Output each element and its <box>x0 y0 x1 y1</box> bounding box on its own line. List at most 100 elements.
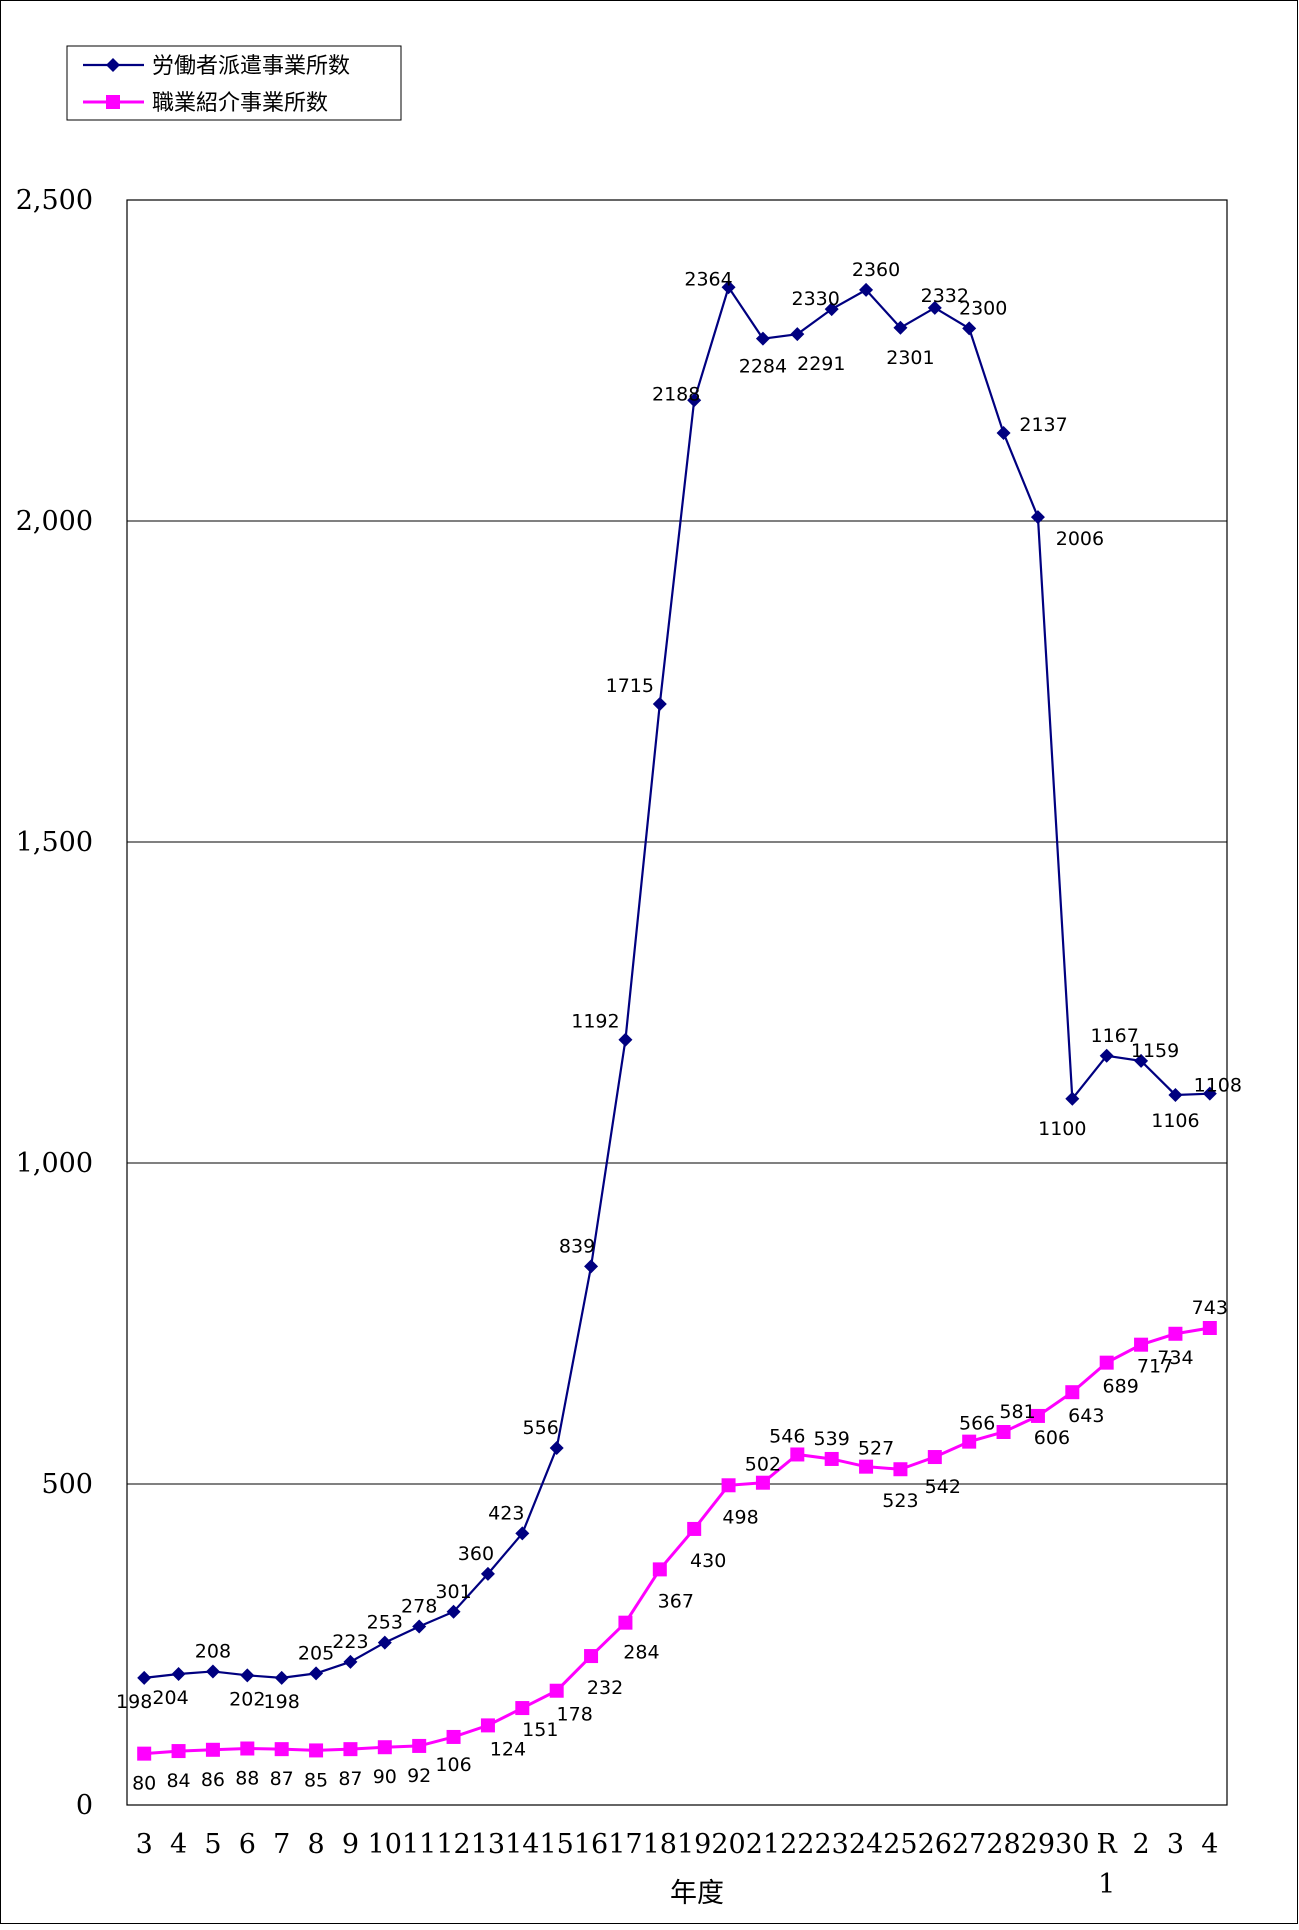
data-point <box>240 1668 255 1683</box>
data-label: 1106 <box>1151 1110 1199 1132</box>
data-point <box>893 320 908 335</box>
data-label: 2300 <box>959 297 1007 319</box>
data-point <box>412 1738 427 1753</box>
data-point <box>962 1434 977 1449</box>
data-point <box>515 1526 530 1541</box>
series-layer <box>137 280 1217 1761</box>
x-tick-label: 30 <box>1055 1829 1089 1860</box>
data-point <box>1134 1337 1149 1352</box>
y-tick-label: 1,500 <box>16 827 93 858</box>
data-label: 367 <box>658 1590 694 1612</box>
data-point <box>790 327 805 342</box>
data-point <box>755 1475 770 1490</box>
series-line <box>144 1326 1211 1756</box>
data-label: 87 <box>270 1768 294 1790</box>
data-label: 2284 <box>739 356 787 378</box>
data-point <box>1134 1053 1149 1068</box>
x-tick-label: 16 <box>574 1829 608 1860</box>
legend-marker <box>106 58 120 72</box>
data-point <box>377 1635 392 1650</box>
data-label: 606 <box>1034 1427 1070 1449</box>
data-point <box>480 1718 495 1733</box>
x-tick-label: 23 <box>815 1829 849 1860</box>
data-label: 556 <box>523 1417 559 1439</box>
data-label: 430 <box>690 1550 726 1572</box>
data-label: 542 <box>925 1476 961 1498</box>
y-axis: 0 500 1,000 1,500 2,000 2,500 <box>16 185 93 1821</box>
x-tick-label: 1 <box>1098 1869 1115 1900</box>
data-label: 2360 <box>852 259 900 281</box>
data-label: 88 <box>235 1768 259 1790</box>
data-label: 423 <box>488 1502 524 1524</box>
x-tick-label: 6 <box>239 1829 256 1860</box>
data-point <box>1168 1326 1183 1341</box>
data-point <box>859 1459 874 1474</box>
data-point <box>721 1478 736 1493</box>
data-label: 539 <box>814 1428 850 1450</box>
x-tick-label: 4 <box>170 1829 187 1860</box>
data-label: 717 <box>1137 1356 1173 1378</box>
data-point <box>377 1740 392 1755</box>
x-tick-label: 3 <box>1167 1829 1184 1860</box>
y-tick-label: 2,000 <box>16 506 93 537</box>
x-tick-label: 4 <box>1201 1829 1218 1860</box>
data-label: 2291 <box>797 353 845 375</box>
x-axis: 3 4 5 6 7 8 9 10 11 12 13 14 15 16 17 18 19 20 21 22 23 24 25 2… <box>136 1829 1219 1900</box>
data-label: 87 <box>338 1768 362 1790</box>
data-label: 85 <box>304 1769 328 1791</box>
x-tick-label: 18 <box>643 1829 677 1860</box>
data-label: 205 <box>298 1642 334 1664</box>
data-point <box>171 1744 186 1759</box>
x-tick-label: 3 <box>136 1829 153 1860</box>
data-point <box>824 302 839 317</box>
data-point <box>927 1450 942 1465</box>
data-label: 232 <box>587 1677 623 1699</box>
data-point <box>480 1566 495 1581</box>
data-label: 2006 <box>1056 528 1104 550</box>
data-label: 198 <box>116 1691 152 1713</box>
data-label: 204 <box>152 1687 188 1709</box>
x-tick-label: 10 <box>368 1829 402 1860</box>
data-label: 223 <box>332 1631 368 1653</box>
data-label: 527 <box>858 1438 894 1460</box>
data-point <box>309 1666 324 1681</box>
data-point <box>205 1664 220 1679</box>
data-label: 208 <box>195 1640 231 1662</box>
data-label: 92 <box>407 1765 431 1787</box>
data-point <box>618 1032 633 1047</box>
data-point <box>1099 1355 1114 1370</box>
legend-entry: 職業紹介事業所数 <box>152 91 328 116</box>
x-tick-label: 11 <box>402 1829 436 1860</box>
x-tick-label: 22 <box>780 1829 814 1860</box>
x-tick-label: 24 <box>849 1829 883 1860</box>
data-point <box>927 300 942 315</box>
x-tick-label: 29 <box>1021 1829 1055 1860</box>
legend-entry: 労働者派遣事業所数 <box>152 54 350 79</box>
data-point <box>171 1667 186 1682</box>
data-label: 643 <box>1068 1405 1104 1427</box>
x-tick-label: 14 <box>505 1829 539 1860</box>
data-label: 84 <box>166 1770 190 1792</box>
data-point <box>962 321 977 336</box>
data-label: 1159 <box>1131 1040 1179 1062</box>
y-tick-label: 1,000 <box>16 1148 93 1179</box>
data-label: 734 <box>1157 1347 1193 1369</box>
x-tick-label: 19 <box>677 1829 711 1860</box>
y-tick-label: 2,500 <box>16 185 93 216</box>
data-label: 2332 <box>921 285 969 307</box>
data-point <box>618 1615 633 1630</box>
data-point <box>1168 1087 1183 1102</box>
data-point <box>137 1746 152 1761</box>
data-point <box>446 1604 461 1619</box>
x-tick-label: R <box>1097 1829 1118 1860</box>
data-label: 2330 <box>792 288 840 310</box>
data-point <box>1065 1091 1080 1106</box>
data-label: 1167 <box>1091 1025 1139 1047</box>
plot-area <box>126 199 1228 1806</box>
data-point <box>859 282 874 297</box>
data-label: 502 <box>745 1454 781 1476</box>
